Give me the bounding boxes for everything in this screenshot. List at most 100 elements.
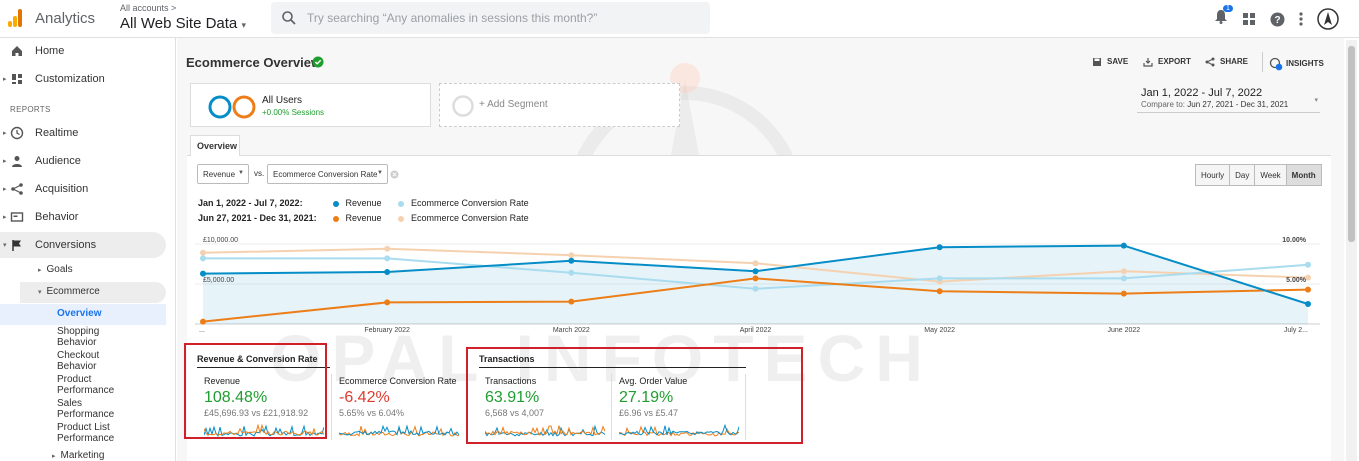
remove-metric-icon[interactable] xyxy=(390,170,399,179)
sidebar-item-audience[interactable]: ▸ Audience xyxy=(3,155,81,167)
legend-dot xyxy=(332,200,339,207)
sidebar-item-goals[interactable]: ▸ Goals xyxy=(38,264,73,275)
sidebar-item-acquisition[interactable]: ▸ Acquisition xyxy=(3,183,89,195)
flag-icon xyxy=(12,240,21,251)
sidebar-item-behavior[interactable]: ▸ Behavior xyxy=(3,211,79,223)
x-tick-label: July 2... xyxy=(1284,327,1308,334)
y-right-tick-label: 10.00% xyxy=(1282,237,1307,244)
tab-overview[interactable]: Overview xyxy=(190,135,240,156)
day-button[interactable]: Day xyxy=(1229,164,1256,186)
reports-section-label: REPORTS xyxy=(10,105,51,114)
export-icon xyxy=(1143,58,1153,67)
metric-card-transactions[interactable]: Transactions 63.91% 6,568 vs 4,007 xyxy=(485,376,544,418)
week-button[interactable]: Week xyxy=(1254,164,1287,186)
watermark-text: OPAL INFOTECH xyxy=(270,321,933,395)
month-button[interactable]: Month xyxy=(1285,164,1322,186)
account-breadcrumb[interactable]: All accounts > xyxy=(120,3,177,13)
insights-button[interactable]: INSIGHTS xyxy=(1269,57,1324,71)
apps-grid-icon[interactable] xyxy=(1242,12,1256,26)
sidebar: Home ▸ Customization REPORTS ▸ Realtime … xyxy=(0,38,176,461)
sidebar-item-conversions[interactable]: ▾ Conversions xyxy=(0,232,166,258)
share-icon xyxy=(1205,57,1215,67)
add-segment-button[interactable]: + Add Segment xyxy=(439,83,680,127)
data-point xyxy=(752,285,759,292)
scrollbar[interactable] xyxy=(1346,40,1357,461)
sidebar-item-product-list-performance[interactable]: Product List Performance xyxy=(57,422,115,444)
action-divider xyxy=(1262,52,1263,72)
sidebar-item-home[interactable]: Home xyxy=(0,38,166,64)
insights-icon xyxy=(1269,57,1283,71)
y-right-tick-label: 5.00% xyxy=(1286,277,1307,284)
data-point xyxy=(1305,286,1311,293)
date-range-main: Jan 1, 2022 - Jul 7, 2022 xyxy=(1141,87,1263,99)
search-box[interactable]: Try searching “Any anomalies in sessions… xyxy=(271,2,710,34)
chevron-down-icon: ▼ xyxy=(238,170,244,176)
data-point xyxy=(200,249,206,256)
sparkline-transactions xyxy=(485,424,605,437)
sidebar-item-product-performance[interactable]: Product Performance xyxy=(57,374,115,396)
metric-card-avg-order-value[interactable]: Avg. Order Value 27.19% £6.96 vs £5.47 xyxy=(619,376,687,418)
behavior-icon xyxy=(10,212,24,222)
metric-detail: £6.96 vs £5.47 xyxy=(619,408,679,418)
notifications-button[interactable]: 1 xyxy=(1214,5,1233,29)
account-avatar-icon[interactable] xyxy=(1317,8,1339,30)
data-point xyxy=(1120,275,1127,282)
legend-row-previous: Jun 27, 2021 - Dec 31, 2021: Revenue Eco… xyxy=(198,213,529,223)
data-point xyxy=(384,245,391,252)
verified-check-icon xyxy=(312,56,324,68)
data-point xyxy=(568,257,575,264)
data-point xyxy=(752,260,759,267)
share-button[interactable]: SHARE xyxy=(1205,57,1248,67)
legend-dot xyxy=(332,215,339,222)
section-transactions: Transactions xyxy=(479,354,746,368)
metric-card-conversion-rate[interactable]: Ecommerce Conversion Rate -6.42% 5.65% v… xyxy=(339,376,457,418)
hourly-button[interactable]: Hourly xyxy=(1195,164,1231,186)
sparkline-path xyxy=(339,424,459,436)
metric-card-revenue[interactable]: Revenue 108.48% £45,696.93 vs £21,918.92 xyxy=(204,376,308,418)
help-icon[interactable]: ? xyxy=(1270,12,1285,27)
sidebar-item-checkout-behavior[interactable]: Checkout Behavior xyxy=(57,350,100,372)
data-point xyxy=(568,269,575,276)
more-vert-icon[interactable] xyxy=(1299,12,1303,26)
sidebar-item-marketing[interactable]: ▸ Marketing xyxy=(52,450,105,461)
primary-metric-dropdown[interactable]: Revenue ▼ xyxy=(197,164,249,184)
metric-divider xyxy=(331,374,332,440)
scrollbar-thumb[interactable] xyxy=(1348,46,1355,242)
secondary-metric-dropdown[interactable]: Ecommerce Conversion Rate ▼ xyxy=(267,164,388,184)
segment-all-users[interactable]: All Users +0.00% Sessions xyxy=(190,83,431,127)
export-button[interactable]: EXPORT xyxy=(1143,57,1191,67)
sidebar-item-ecommerce[interactable]: ▾ Ecommerce xyxy=(38,286,100,297)
date-range-picker[interactable]: Jan 1, 2022 - Jul 7, 2022 Compare to: Ju… xyxy=(1137,87,1320,113)
sidebar-item-overview[interactable]: Overview xyxy=(57,308,102,319)
segment-name: All Users xyxy=(262,95,303,106)
sparkline-path xyxy=(619,424,739,436)
save-button[interactable]: SAVE xyxy=(1092,57,1128,67)
app-name: Analytics xyxy=(35,10,96,27)
legend-dot xyxy=(398,200,405,207)
expand-arrow-icon: ▸ xyxy=(3,214,7,221)
sidebar-item-customization[interactable]: ▸ Customization xyxy=(3,73,105,85)
sidebar-item-shopping-behavior[interactable]: Shopping Behavior xyxy=(57,326,100,348)
sidebar-item-ecommerce-bg xyxy=(20,282,166,303)
page-title: Ecommerce Overview xyxy=(186,55,322,70)
property-selector[interactable]: All Web Site Data ▾ xyxy=(120,15,246,32)
data-point xyxy=(568,252,575,259)
sparkline-path xyxy=(485,425,605,436)
expand-arrow-icon: ▸ xyxy=(3,130,7,137)
data-point xyxy=(752,275,759,282)
sparkline-path xyxy=(204,424,324,438)
analytics-logo-icon[interactable] xyxy=(8,9,22,27)
y-left-tick-label: £10,000.00 xyxy=(203,237,238,244)
save-icon xyxy=(1093,58,1101,66)
expand-arrow-icon: ▸ xyxy=(3,186,7,193)
sidebar-item-sales-performance[interactable]: Sales Performance xyxy=(57,398,115,420)
sidebar-item-realtime[interactable]: ▸ Realtime xyxy=(3,126,79,140)
segment-circles-icon xyxy=(208,95,256,119)
metric-title: Transactions xyxy=(485,376,537,386)
sparkline-path xyxy=(204,424,324,436)
x-tick-label: May 2022 xyxy=(924,327,955,334)
expand-arrow-icon: ▸ xyxy=(3,158,7,165)
empty-segment-circle-icon xyxy=(452,95,474,117)
metric-percent: 108.48% xyxy=(204,389,268,406)
date-dropdown-arrow-icon: ▾ xyxy=(1314,97,1318,104)
